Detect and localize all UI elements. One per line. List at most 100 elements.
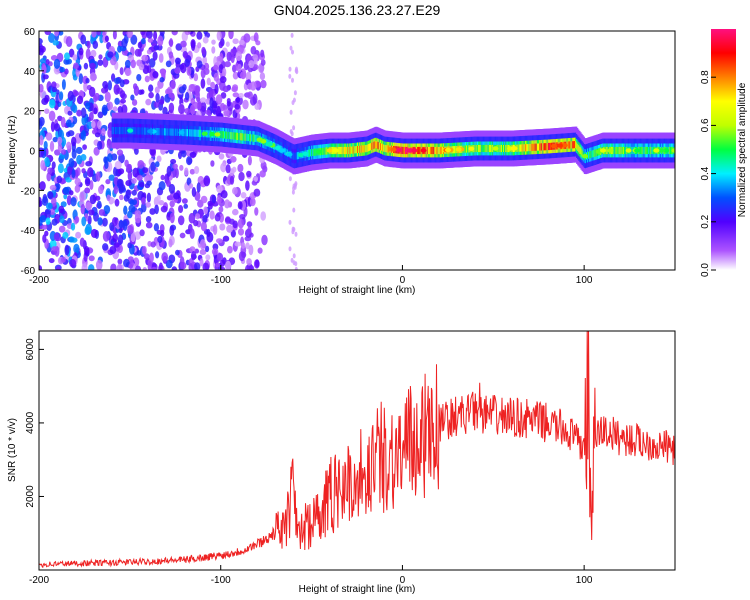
colorbar-ticks: 0.0 0.2 0.4 0.6 0.8 [700, 70, 716, 277]
noise-cell [145, 174, 153, 183]
noise-cell [130, 34, 138, 45]
noise-cell [97, 111, 104, 119]
noise-cell [248, 60, 255, 69]
spectrogram-ticks: -200 -100 0 100 60 40 20 0 -20 -40 -60 [21, 27, 593, 286]
noise-cell [246, 170, 252, 178]
noise-cell [290, 257, 294, 263]
noise-cell [241, 242, 246, 249]
spectrogram-panel: -200 -100 0 100 60 40 20 0 -20 -40 -60 Height of s… [7, 27, 676, 296]
ridge-hotspot [455, 147, 462, 152]
noise-cell [64, 244, 70, 256]
noise-cell [292, 125, 296, 131]
noise-cell [42, 234, 47, 243]
ridge-hotspot [411, 148, 418, 153]
x-tick-label: -200 [29, 275, 49, 286]
ridge-hotspot [556, 143, 563, 148]
noise-cell [255, 40, 261, 46]
noise-cell [93, 92, 100, 101]
noise-cell [226, 100, 231, 107]
noise-cell [39, 83, 44, 93]
noise-cell [245, 242, 250, 250]
noise-cell [68, 48, 75, 58]
noise-cell [177, 151, 183, 160]
noise-cell [85, 201, 92, 211]
noise-cell [247, 155, 252, 166]
noise-cell [235, 97, 241, 103]
noise-cell [48, 258, 55, 264]
noise-cell [196, 60, 203, 69]
noise-cell [47, 191, 54, 200]
noise-cell [231, 166, 237, 173]
noise-cell [169, 225, 175, 236]
noise-cell [220, 259, 226, 267]
noise-cell [292, 183, 296, 189]
noise-cell [71, 136, 77, 147]
ridge-hotspot [147, 129, 154, 134]
noise-cell [39, 47, 44, 56]
noise-cell [57, 115, 63, 122]
noise-cell [88, 209, 95, 216]
ridge-cell [226, 131, 229, 139]
noise-cell [130, 232, 136, 243]
noise-cell [180, 40, 187, 48]
ridge-hotspot [625, 148, 632, 153]
noise-cell [127, 210, 133, 219]
noise-cell [110, 263, 117, 270]
noise-cell [238, 39, 245, 46]
noise-cell [179, 164, 184, 171]
noise-cell [111, 217, 118, 227]
noise-cell [63, 193, 68, 200]
noise-cell [184, 92, 190, 101]
noise-cell [220, 190, 228, 199]
noise-cell [103, 204, 111, 215]
noise-cell [201, 46, 206, 55]
noise-cell [205, 254, 211, 261]
noise-cell [169, 200, 175, 208]
noise-cell [102, 243, 109, 251]
noise-cell [85, 48, 91, 60]
ridge-cell [196, 129, 199, 137]
noise-cell [158, 181, 166, 191]
noise-cell [64, 68, 69, 75]
noise-cell [145, 201, 151, 208]
noise-cell [72, 104, 78, 114]
noise-cell [56, 266, 61, 270]
noise-cell [117, 234, 124, 246]
noise-cell [190, 40, 196, 52]
noise-cell [116, 263, 123, 270]
noise-cell [188, 212, 196, 224]
noise-cell [128, 263, 133, 269]
noise-cell [45, 132, 53, 141]
noise-cell [85, 77, 90, 84]
colorbar-gradient [711, 29, 736, 270]
noise-cell [96, 120, 102, 130]
x-tick-label: 100 [576, 275, 593, 286]
ridge-cell [160, 128, 163, 136]
y-tick-label: 0 [29, 147, 35, 158]
noise-cell [39, 215, 47, 223]
noise-cell [294, 266, 298, 270]
noise-cell [65, 119, 72, 128]
noise-cell [116, 149, 124, 156]
noise-cell [161, 252, 169, 263]
noise-cell [247, 82, 253, 90]
noise-cell [141, 37, 146, 45]
noise-cell [253, 188, 261, 197]
ridge-hotspot [551, 143, 558, 149]
noise-cell [152, 71, 159, 79]
noise-cell [113, 77, 121, 85]
noise-cell [154, 204, 159, 215]
ridge-hotspot [266, 141, 273, 147]
noise-cell [232, 71, 239, 80]
noise-cell [160, 229, 165, 237]
noise-cell [123, 194, 130, 202]
noise-cell [146, 192, 152, 203]
ridge-hotspot [316, 149, 323, 154]
ridge-cell [123, 127, 126, 135]
noise-cell [121, 38, 128, 48]
noise-cell [117, 105, 123, 114]
noise-cell [80, 153, 87, 161]
ridge-cell [111, 127, 114, 135]
noise-cell [66, 195, 72, 206]
noise-cell [127, 170, 133, 182]
